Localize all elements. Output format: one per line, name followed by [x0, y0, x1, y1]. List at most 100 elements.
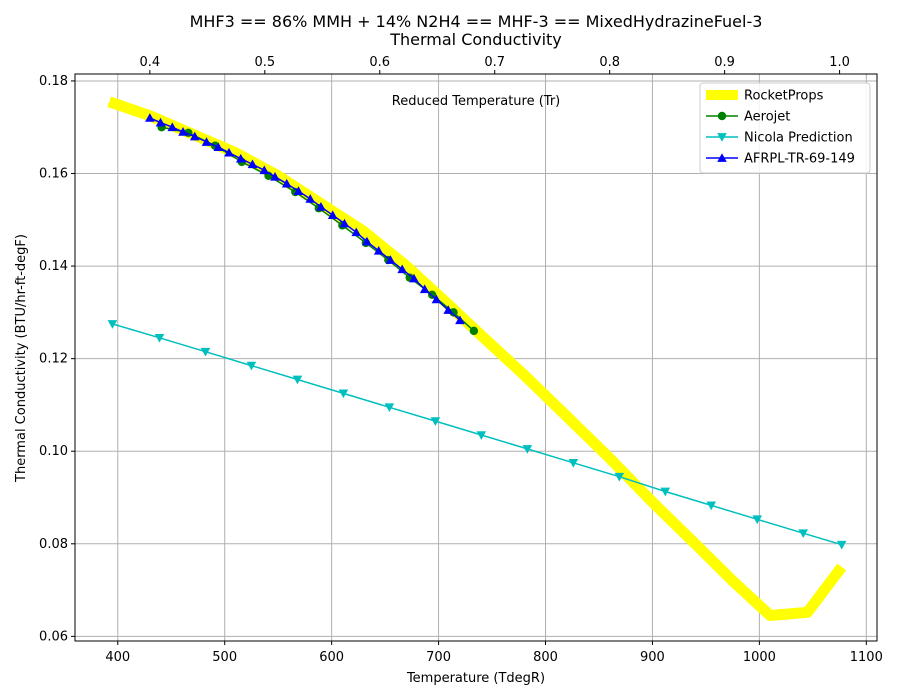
legend-marker [717, 111, 727, 121]
data-point [339, 218, 350, 228]
data-point [431, 294, 442, 304]
data-point [706, 501, 717, 511]
x-tick-label: 700 [426, 650, 451, 665]
data-point [293, 186, 304, 195]
axes-layer: 400 500 600 700 800 900 1000 1100 0.06 0.08 0.10 0.… [39, 55, 883, 665]
chart-title-line1: MHF3 == 86% MMH + 14% N2H4 == MHF-3 == M… [190, 12, 763, 31]
data-point [281, 178, 292, 188]
y-tick-label: 0.10 [39, 444, 68, 459]
data-point [397, 264, 408, 274]
top-tick-label: 0.6 [369, 55, 390, 70]
data-point [145, 113, 155, 122]
series-layer [107, 96, 847, 621]
data-point [798, 529, 809, 538]
y-tick-label: 0.08 [39, 537, 68, 552]
series-line [107, 96, 847, 621]
legend-box [699, 82, 871, 174]
top-tick-label: 0.7 [484, 55, 505, 70]
data-point [419, 284, 430, 294]
data-point [614, 472, 625, 482]
data-point [351, 227, 362, 237]
data-point [167, 122, 178, 132]
data-point [201, 137, 212, 146]
data-point [568, 458, 579, 468]
data-point [316, 202, 326, 211]
legend: RocketProps Aerojet Nicola Prediction AFRPL… [699, 82, 871, 174]
data-point [246, 361, 257, 371]
plot-frame [74, 73, 878, 642]
series-line [149, 117, 461, 321]
data-point [373, 246, 384, 255]
x-tick-label: 1100 [850, 650, 883, 665]
x-tick-label: 500 [212, 650, 237, 665]
data-point [409, 273, 419, 283]
legend-entry: AFRPL-TR-69-149 [706, 152, 855, 167]
legend-entry: Aerojet [706, 110, 790, 125]
x-tick-label: 600 [319, 650, 344, 665]
data-point [213, 142, 224, 151]
data-point [338, 389, 349, 399]
grid-lines [75, 74, 877, 641]
data-point [476, 431, 487, 440]
data-point [178, 127, 188, 136]
data-point [469, 326, 479, 336]
series-line [112, 323, 842, 546]
legend-marker [717, 153, 727, 162]
data-point [235, 153, 246, 163]
series-aerojet [157, 123, 479, 336]
data-point [384, 403, 395, 413]
data-point [443, 305, 453, 314]
top-tick-label: 0.8 [599, 55, 620, 70]
data-point [270, 171, 280, 181]
data-point [107, 320, 118, 329]
legend-label: Nicola Prediction [744, 131, 853, 146]
y-tick-label: 0.12 [39, 352, 68, 367]
series-rocketprops [107, 96, 847, 621]
data-point [362, 236, 372, 246]
data-point [259, 165, 270, 175]
top-tick-label: 1.0 [829, 55, 850, 70]
data-point [155, 117, 166, 127]
x-axis-label: Temperature (TdegR) [406, 671, 545, 686]
data-point [455, 315, 465, 325]
legend-label: AFRPL-TR-69-149 [744, 152, 855, 167]
top-tick-label: 0.5 [254, 55, 275, 70]
data-point [430, 417, 441, 426]
data-point [200, 347, 211, 357]
data-point [305, 194, 316, 203]
x-tick-label: 900 [640, 650, 665, 665]
y-tick-label: 0.16 [39, 167, 68, 182]
data-point [327, 210, 338, 220]
top-tick-label: 0.4 [140, 55, 161, 70]
x-tick-label: 1000 [743, 650, 776, 665]
y-tick-label: 0.18 [39, 74, 68, 89]
data-point [660, 487, 671, 497]
data-point [449, 308, 458, 317]
data-point [385, 255, 396, 264]
series-nicola-prediction [107, 320, 847, 550]
x-tick-label: 400 [105, 650, 130, 665]
chart-title-line2: Thermal Conductivity [389, 30, 562, 49]
data-point [189, 131, 200, 141]
data-point [292, 375, 303, 385]
data-point [836, 540, 847, 550]
legend-label: RocketProps [744, 89, 824, 104]
series-line [161, 126, 475, 332]
y-tick-label: 0.06 [39, 629, 68, 644]
legend-entry: RocketProps [706, 89, 824, 104]
y-axis-label: Thermal Conductivity (BTU/hr-ft-degF) [14, 234, 29, 483]
data-point [154, 333, 165, 343]
legend-marker [717, 133, 727, 142]
top-axis-label: Reduced Temperature (Tr) [392, 94, 560, 109]
y-tick-label: 0.14 [39, 259, 68, 274]
series-afrpl-tr-69-149 [145, 113, 465, 325]
data-point [752, 515, 763, 525]
x-tick-label: 800 [533, 650, 558, 665]
top-tick-label: 0.9 [714, 55, 735, 70]
data-point [224, 147, 234, 157]
legend-entry: Nicola Prediction [706, 131, 853, 146]
legend-label: Aerojet [744, 110, 790, 125]
data-point [247, 159, 258, 169]
